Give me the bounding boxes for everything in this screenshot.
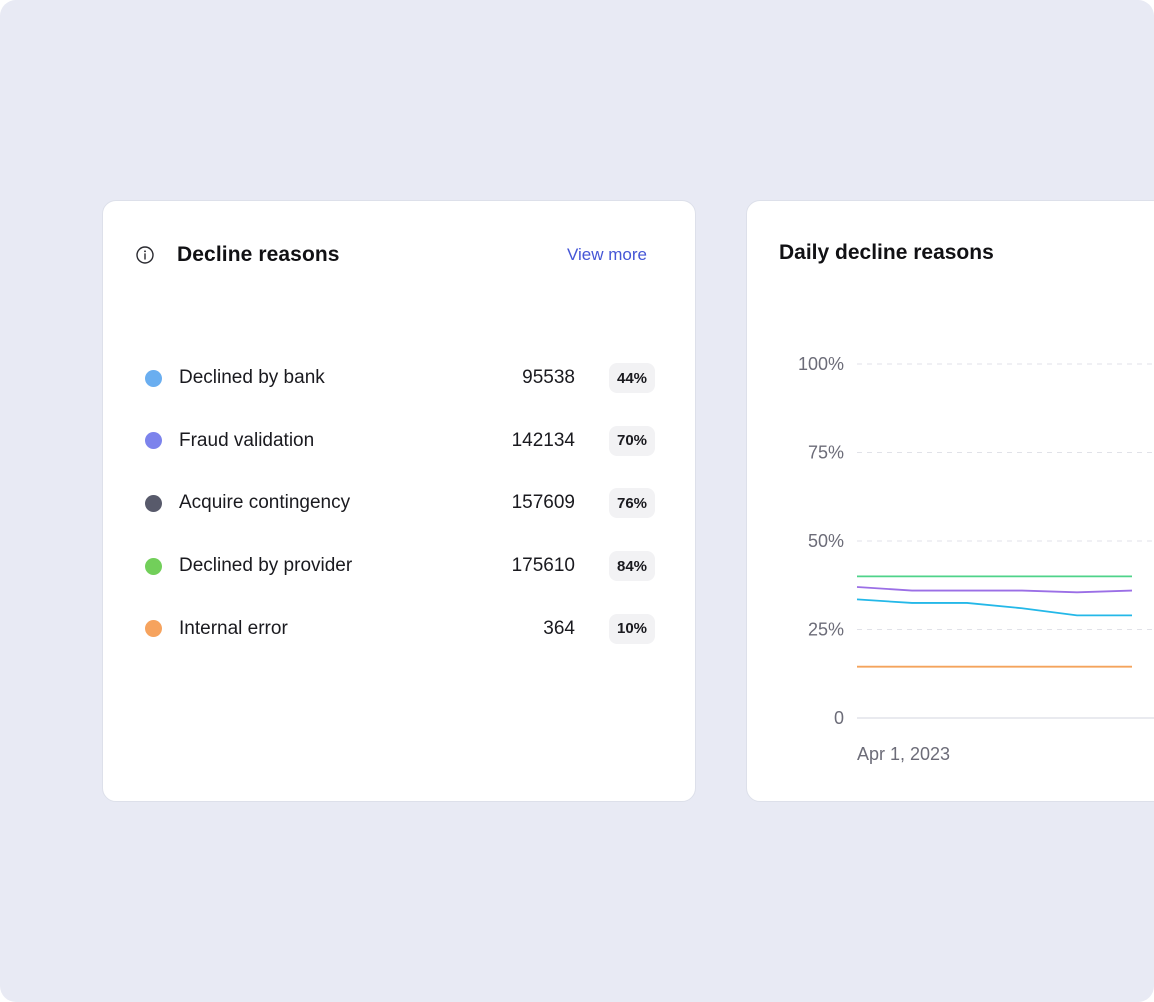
decline-reasons-card: Decline reasons View more Declined by ba…: [102, 200, 696, 802]
y-tick-label: 100%: [798, 354, 844, 374]
decline-reasons-list: Declined by bank 95538 44% Fraud validation…: [145, 347, 655, 660]
info-icon[interactable]: [135, 245, 155, 265]
decline-reasons-header: Decline reasons View more: [135, 241, 647, 269]
reason-row: Declined by bank 95538 44%: [145, 347, 655, 410]
daily-decline-reasons-card: Daily decline reasons 0 25% 50% 75% 100% Apr …: [746, 200, 1154, 802]
series-line: [856, 598, 1132, 617]
reason-row: Internal error 364 10%: [145, 597, 655, 660]
reason-label: Internal error: [179, 617, 288, 639]
decline-reasons-title: Decline reasons: [177, 243, 340, 266]
daily-decline-line-chart: 0 25% 50% 75% 100% Apr 1, 2023: [798, 354, 1154, 764]
reason-color-dot: [145, 432, 162, 450]
reason-color-dot: [145, 620, 162, 638]
reason-label: Declined by bank: [179, 367, 325, 389]
series-line: [856, 586, 1133, 594]
reason-color-dot: [145, 557, 162, 575]
reason-count: 142134: [511, 429, 575, 451]
reason-count: 175610: [511, 555, 575, 577]
reason-label: Fraud validation: [179, 429, 315, 451]
reason-row: Acquire contingency 157609 76%: [145, 472, 655, 535]
reason-color-dot: [145, 369, 162, 387]
reason-row: Fraud validation 142134 70%: [145, 410, 655, 473]
view-more-link[interactable]: View more: [567, 245, 647, 264]
reason-percent-badge: 44%: [609, 363, 655, 394]
reason-percent-badge: 76%: [609, 488, 655, 519]
reason-label: Declined by provider: [179, 555, 353, 577]
y-tick-label: 25%: [808, 620, 844, 640]
reason-count: 364: [543, 617, 575, 639]
reason-count: 157609: [511, 492, 575, 514]
y-tick-label: 50%: [808, 531, 844, 551]
reason-count: 95538: [522, 367, 575, 389]
daily-decline-reasons-title: Daily decline reasons: [779, 241, 994, 264]
reason-label: Acquire contingency: [179, 492, 351, 514]
x-tick-label: Apr 1, 2023: [857, 744, 950, 764]
reason-color-dot: [145, 494, 162, 512]
reason-percent-badge: 70%: [609, 425, 655, 456]
reason-percent-badge: 84%: [609, 551, 655, 582]
reason-row: Declined by provider 175610 84%: [145, 535, 655, 598]
y-tick-label: 0: [834, 708, 844, 728]
y-tick-label: 75%: [808, 443, 844, 463]
reason-percent-badge: 10%: [609, 613, 655, 644]
